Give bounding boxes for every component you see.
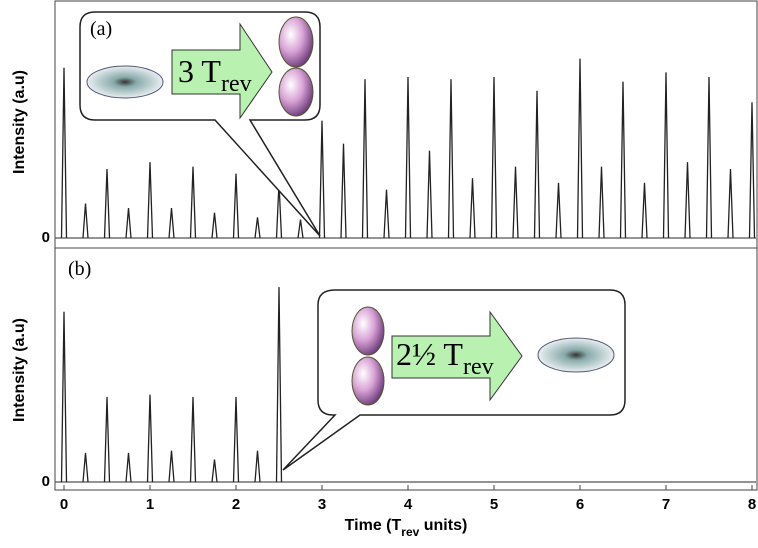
- peak: [254, 217, 261, 239]
- peak: [447, 79, 455, 239]
- annotation: 2½ Trev: [396, 336, 494, 380]
- peak: [426, 150, 433, 239]
- y-tick-label: 0: [42, 229, 50, 246]
- marks: [55, 58, 756, 490]
- peak: [555, 182, 562, 239]
- peak: [82, 203, 89, 239]
- peak: [103, 396, 111, 483]
- peak: [60, 311, 68, 483]
- peak: [512, 166, 519, 239]
- peak: [60, 67, 68, 239]
- peak: [146, 394, 154, 483]
- peak: [340, 143, 347, 239]
- peak: [125, 208, 132, 239]
- peak: [684, 162, 691, 239]
- peak: [211, 459, 218, 483]
- peak: [275, 287, 283, 483]
- x-tick-label: 6: [576, 496, 584, 513]
- y-axis-label: Intensity (a.u): [11, 70, 28, 174]
- peak: [318, 120, 326, 239]
- peak: [383, 189, 390, 239]
- peak: [168, 450, 175, 483]
- peak: [211, 212, 218, 239]
- peak: [232, 396, 240, 483]
- peak: [404, 76, 412, 239]
- peak: [189, 166, 197, 239]
- peak: [598, 166, 605, 239]
- callout-a: [79, 11, 321, 237]
- peak: [168, 208, 175, 239]
- peak: [125, 452, 132, 483]
- peak: [469, 178, 476, 239]
- x-tick-label: 5: [490, 496, 498, 513]
- x-tick-label: 2: [232, 496, 240, 513]
- peak: [103, 168, 111, 239]
- frame: [54, 0, 758, 491]
- peak: [254, 450, 261, 483]
- x-tick-label: 1: [146, 496, 154, 513]
- peak: [641, 182, 648, 239]
- x-tick-label: 3: [318, 496, 326, 513]
- peak: [619, 81, 627, 239]
- x-axis-label: Time (Trev units): [345, 517, 468, 539]
- y-axis-label: Intensity (a.u): [11, 318, 28, 422]
- peak: [705, 76, 713, 239]
- peak: [727, 168, 734, 239]
- peak: [576, 58, 584, 239]
- x-tick-label: 7: [662, 496, 670, 513]
- panel-label: (b): [68, 258, 91, 280]
- peak: [232, 173, 240, 239]
- y-tick-label: 0: [42, 473, 50, 490]
- peak: [297, 219, 304, 239]
- peak: [490, 76, 498, 239]
- x-tick-label: 8: [748, 496, 756, 513]
- annotation: 3 Trev: [178, 53, 252, 97]
- peak: [533, 90, 541, 239]
- callout-b: [282, 289, 626, 471]
- x-tick-label: 4: [404, 496, 413, 513]
- x-tick-label: 0: [60, 496, 68, 513]
- peak: [662, 72, 670, 239]
- peak: [748, 102, 756, 239]
- panel-label: (a): [90, 18, 112, 40]
- peak: [146, 162, 154, 239]
- peak: [189, 396, 197, 483]
- peak: [82, 452, 89, 483]
- peak: [361, 79, 369, 239]
